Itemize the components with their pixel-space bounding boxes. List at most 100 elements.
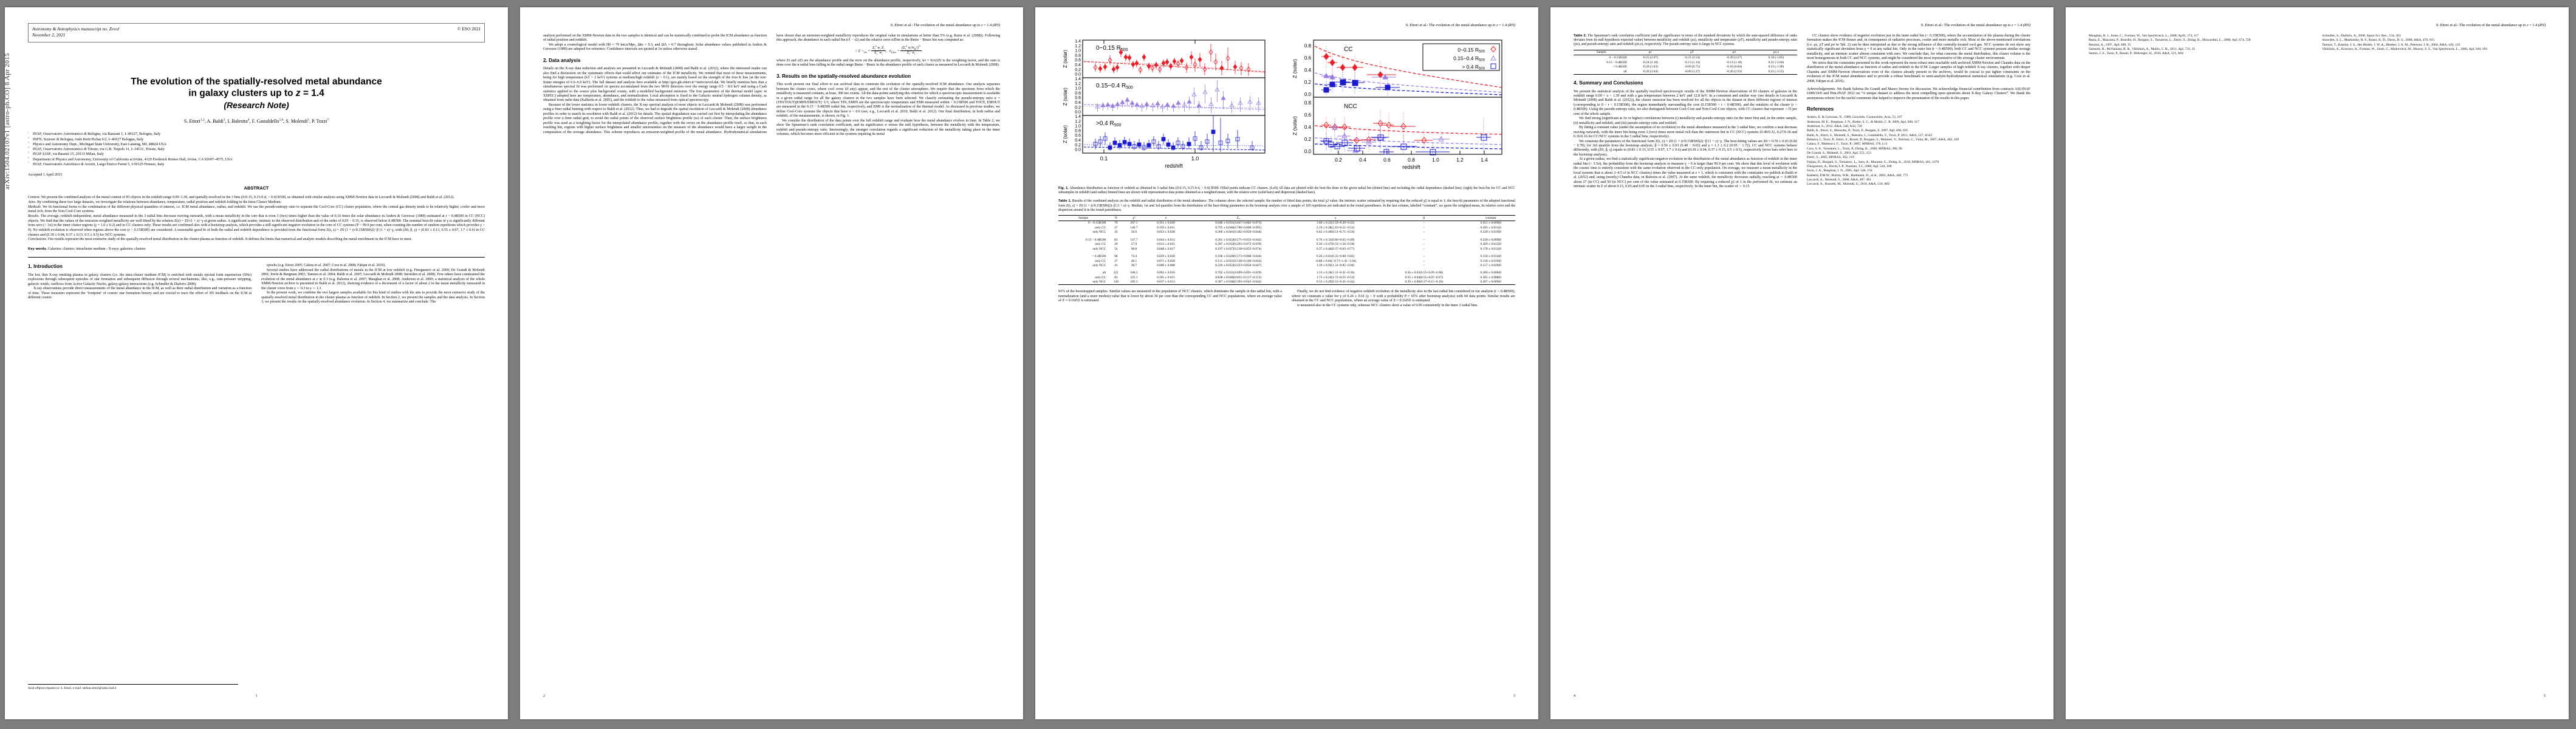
svg-text:Z (solar): Z (solar): [1063, 125, 1068, 143]
table-1: Sample N χ² σ Z₀ γ β constant 0 – 0.15R5…: [1058, 214, 1515, 286]
table-cell: -0.24 (2.18): [1642, 60, 1658, 64]
svg-text:0.8: 0.8: [1304, 43, 1312, 49]
svg-text:0.8: 0.8: [1408, 157, 1415, 163]
reference-item: Anderson, M. E., Bregman, J. N., Butler,…: [1807, 120, 1919, 124]
table-cell: 0.493 ± 0.011(0: [1480, 225, 1501, 230]
paragraph: where Zi and σZi are the abundance profi…: [776, 58, 1000, 67]
paragraph: We consider the distribution of the data…: [776, 118, 1000, 137]
table-cell: –: [1423, 221, 1425, 225]
table-cell: 0.207 ± 0.009(0: [1466, 279, 1515, 286]
title-line-1: The evolution of the spatially-resolved …: [131, 77, 382, 87]
paragraph: X-ray observations provide direct measur…: [28, 287, 252, 300]
table-cell: 267.1: [1130, 221, 1138, 225]
reference-item: Irwin, J. A., Bregman, J. N., 2001, ApJ,…: [1807, 169, 1872, 173]
table-cell: 0.000 ± 0.008: [1156, 263, 1175, 267]
paragraph: is measured also in the CC systems only,…: [1297, 303, 1479, 307]
paragraph: This work present our final effort to us…: [776, 83, 1000, 118]
keywords: Key words. Galaxies: clusters: intraclus…: [28, 247, 146, 252]
table-cell: –: [1423, 263, 1425, 267]
table-1-caption: Table 1. Results of the combined analysi…: [1058, 199, 1515, 212]
paragraph: Details on the X-ray data reduction and …: [543, 67, 767, 103]
abstract-context: Context. We present the combined analysi…: [28, 196, 454, 200]
paragraph: 91% of the bootstrapped samples. Similar…: [1058, 290, 1282, 303]
table-cell: 0.151 ± 0.020: [1156, 221, 1175, 225]
table-cell: 0.159 ± 0.031: [1156, 225, 1175, 230]
table-row: 0 – 0.15R500 -0.25 (2.07) -0.31 (2.54) -0.3…: [1574, 55, 1797, 60]
svg-text:0.0: 0.0: [1075, 111, 1081, 115]
svg-text:1.0: 1.0: [1432, 157, 1439, 163]
paragraph: CC clusters show evidence of negative ev…: [1807, 34, 2030, 61]
table-cell: 29: [1114, 242, 1118, 247]
reference-item: Fabjan, D., Borgani, S., Tornatore, L., …: [1807, 160, 1939, 164]
table-cell: -0.31 (2.54): [1684, 55, 1701, 60]
table-cell: 0.23 (-1.90): [1768, 65, 1784, 69]
masthead-copyright: © ESO 2021: [457, 26, 481, 32]
paragraph: analysis performed on the XMM-Newton dat…: [543, 34, 767, 43]
table-cell: –: [1423, 230, 1425, 234]
page5-body-columns: Maughan, B. J., Jones, C., Forman, W., V…: [2089, 34, 2546, 56]
table-row: only NCC 138 185.3 0.037 ± 0.013 0.387 ± 0.0…: [1058, 279, 1515, 286]
table-cell: 0.18 (-1.85): [1768, 55, 1784, 60]
table-cell: 0.15 – 0.4R500: [1085, 238, 1106, 242]
affiliation-item: 3 Physics and Astronomy Dept., Michigan S…: [28, 141, 166, 146]
svg-text:>0.4 R500: >0.4 R500: [1096, 120, 1122, 128]
page-title: The evolution of the spatially-resolved …: [28, 77, 485, 100]
svg-text:Z (solar): Z (solar): [1292, 59, 1298, 78]
section-heading-summary: 4. Summary and Conclusions: [1574, 80, 1643, 86]
table-row: only CC 83 225.1 0.105 ± 0.015 0.838 ± 0.046…: [1058, 275, 1515, 279]
table-cell: 0.044 ± 0.012: [1156, 238, 1175, 242]
table-cell: 70: [1114, 221, 1118, 225]
table-row: only NCC 41 30.7 0.000 ± 0.008 0.226 ± 0.053…: [1058, 263, 1515, 267]
affiliation-item: 2 INFN, Sezione di Bologna, viale Berti P…: [28, 136, 144, 142]
reference-item: Anders, E. & Grevesse, N., 1989, Geochim…: [1807, 115, 1902, 120]
table-cell: only NCC: [1058, 279, 1109, 286]
svg-text:0.2: 0.2: [1075, 68, 1081, 72]
page2-body-columns: analysis performed on the XMM-Newton dat…: [543, 34, 1000, 137]
table-cell: -0.10 (0.84): [1726, 65, 1742, 69]
abstract-heading: ABSTRACT: [244, 185, 269, 191]
running-head: S. Ettori et al.: The evolution of the m…: [890, 23, 1000, 27]
table-row: only NCC 43 50.6 0.053 ± 0.038 0.360 ± 0.041…: [1058, 230, 1515, 234]
table-cell: 221: [1113, 271, 1118, 275]
table-cell: 27: [1114, 259, 1118, 263]
svg-text:1.2: 1.2: [1075, 82, 1081, 86]
table-cell: 0.071 ± 0.038: [1156, 259, 1175, 263]
title-line-2: in galaxy clusters up to z = 1.4: [188, 87, 324, 98]
page1-body-columns: 1. Introduction The hot, thin X-ray emit…: [28, 264, 485, 304]
page3-body-columns: 91% of the bootstrapped samples. Similar…: [1058, 290, 1515, 308]
table-cell: 68: [1114, 255, 1118, 259]
paragraph: We present the statistical analysis of t…: [1574, 89, 1797, 116]
table-cell: -0.13 (1.18): [1726, 60, 1742, 64]
svg-text:Z (solar): Z (solar): [1063, 50, 1068, 68]
page-number: 1: [255, 694, 258, 698]
table-row: 0.15 – 0.4R500 83 147.7 0.044 ± 0.012 0.261 …: [1058, 238, 1515, 242]
paragraph: We adopt a cosmological model with H0 = …: [543, 43, 767, 52]
table-cell: 0.39 ± 0.06(0.37+0.15−0.10): [1382, 279, 1467, 286]
reference-item: Rasia, E., Mazzotta, P., Bourdin, H., Bo…: [2089, 38, 2251, 43]
table-cell: –: [1423, 242, 1425, 247]
affiliations-list: 1 INAF, Osservatorio Astronomico di Bolog…: [28, 131, 485, 167]
page-3: S. Ettori et al.: The evolution of the m…: [1035, 7, 1538, 719]
table-cell: -0.09 (1.27): [1671, 69, 1713, 75]
table-cell: 0.178 ± 0.012(0: [1480, 247, 1501, 251]
reference-item: Kalberla, P.M.W., Burton, W.B., Hartmann…: [1807, 173, 1908, 177]
reference-item: Vikhlinin, A., Kravtsov, A., Forman, W.,…: [2322, 47, 2488, 51]
table-cell: > 0.4R500: [1092, 255, 1106, 259]
svg-text:0.0: 0.0: [1075, 73, 1081, 77]
references-list-left: Anders, E. & Grevesse, N., 1989, Geochim…: [1807, 115, 2030, 187]
svg-text:0.0: 0.0: [1304, 149, 1312, 154]
table-cell: 0.26 ± 0.61(0.33+0.88−0.82): [1316, 255, 1355, 259]
table-cell: 74.4: [1131, 255, 1137, 259]
svg-text:0.4: 0.4: [1359, 157, 1366, 163]
table-2-body: 0 – 0.15R500 -0.25 (2.07) -0.31 (2.54) -0.3…: [1574, 55, 1797, 75]
paragraph: We stress that the constraints presented…: [1807, 61, 2030, 83]
paragraph: In the present work, we combine the two …: [261, 291, 485, 304]
paragraph: Several studies have addressed the radia…: [261, 268, 485, 290]
table-cell: 0.029 ± 0.028: [1156, 255, 1175, 259]
reference-item: Snowden, S. L., Mushotzky, R. F., Kuntz,…: [2322, 38, 2434, 43]
table-cell: 96.8: [1131, 247, 1137, 251]
table-row: > 0.4R500 -0.20 (1.63) -0.09 (0.75) -0.10 (…: [1574, 65, 1797, 70]
table-cell: 1.60 ± 0.22(1.59+0.49−0.43): [1316, 221, 1355, 225]
paragraph: Finally, we do not find evidence of nega…: [1292, 290, 1515, 303]
